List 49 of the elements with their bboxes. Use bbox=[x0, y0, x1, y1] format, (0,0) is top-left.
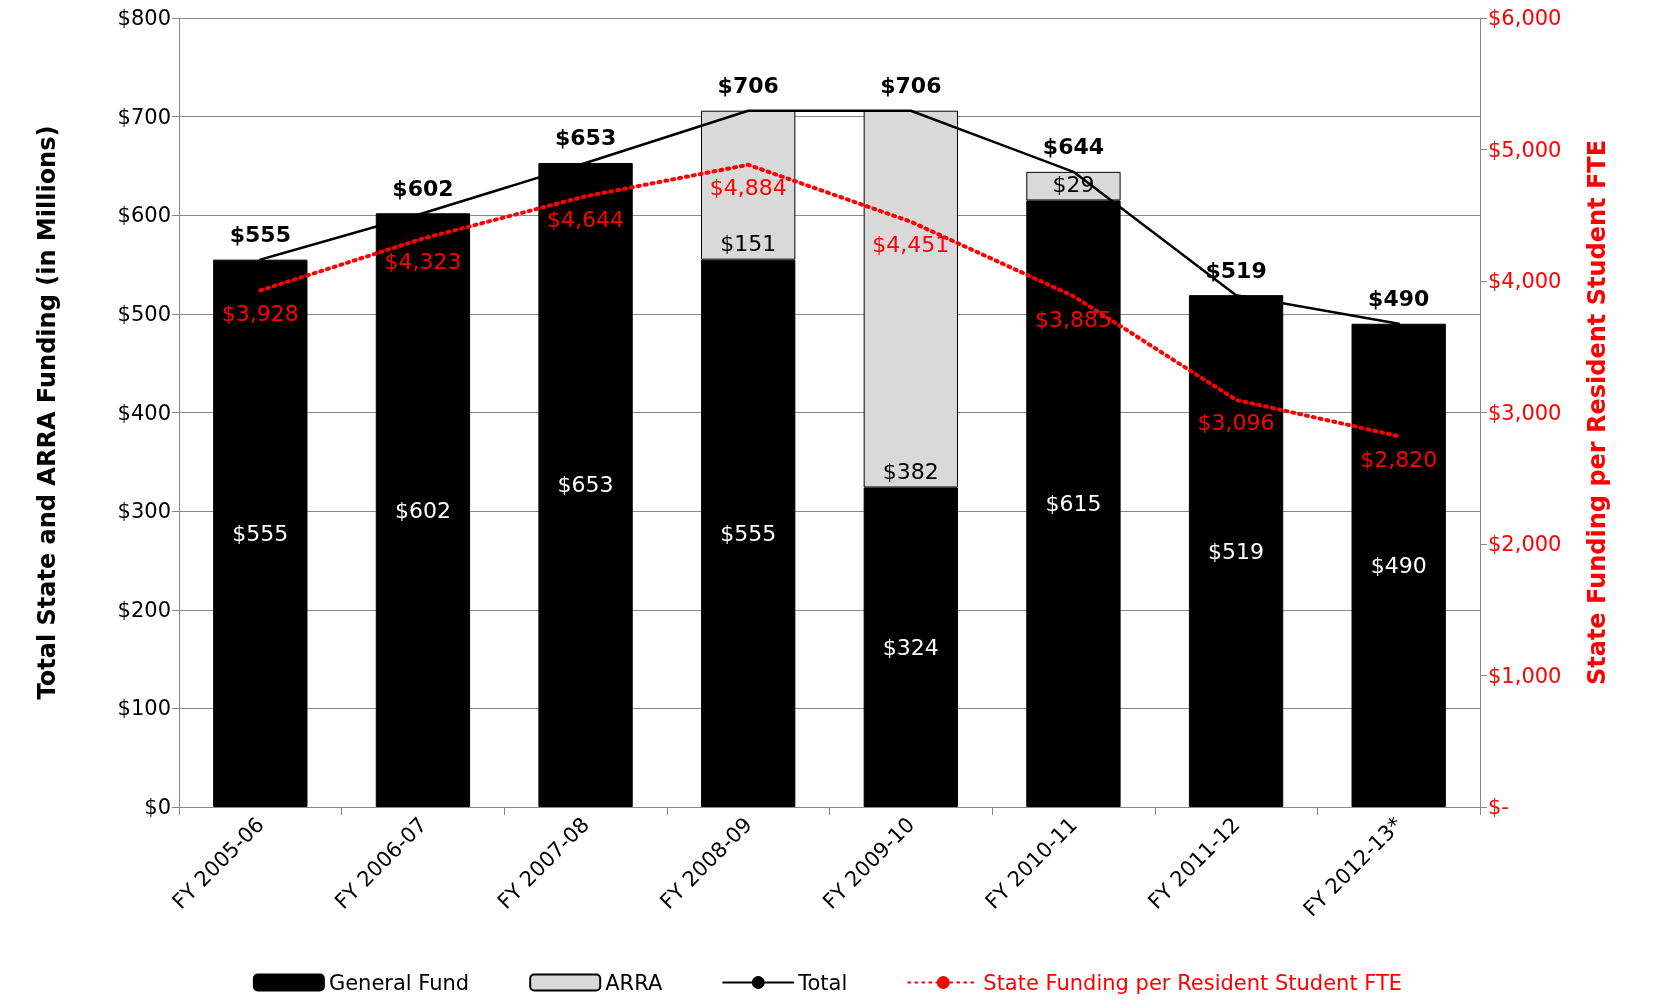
y-tick-label: $0 bbox=[144, 795, 171, 819]
y-tick-label: $200 bbox=[117, 597, 171, 622]
data-label: $151 bbox=[720, 231, 777, 257]
legend-label: General Fund bbox=[328, 970, 470, 995]
y-tick-label: $800 bbox=[117, 6, 171, 30]
data-label: $615 bbox=[1045, 491, 1102, 517]
y-tick-label: $300 bbox=[117, 499, 171, 524]
y2-tick-label: $- bbox=[1488, 795, 1509, 819]
data-label: $602 bbox=[394, 497, 451, 523]
data-label: $324 bbox=[882, 634, 939, 660]
data-label: $555 bbox=[229, 222, 291, 248]
legend-label: ARRA bbox=[605, 970, 663, 995]
data-label: $706 bbox=[717, 73, 779, 99]
y2-tick-label: $6,000 bbox=[1488, 6, 1562, 30]
data-label: $382 bbox=[882, 458, 939, 484]
data-label: $2,820 bbox=[1360, 446, 1438, 472]
data-label: $4,451 bbox=[872, 232, 950, 258]
y2-tick-label: $5,000 bbox=[1488, 137, 1562, 162]
data-label: $706 bbox=[880, 73, 942, 99]
y-tick-label: $400 bbox=[117, 400, 171, 425]
data-label: $555 bbox=[232, 520, 289, 546]
data-label: $4,884 bbox=[709, 175, 787, 201]
data-label: $519 bbox=[1205, 257, 1267, 283]
y2-tick-label: $4,000 bbox=[1488, 269, 1562, 293]
y2-axis-title: State Funding per Resident Student FTE bbox=[1583, 139, 1611, 686]
legend-label: State Funding per Resident Student FTE bbox=[983, 970, 1403, 995]
y2-tick-label: $3,000 bbox=[1488, 400, 1562, 425]
data-label: $4,644 bbox=[547, 206, 625, 232]
data-label: $653 bbox=[557, 472, 614, 498]
data-label: $653 bbox=[554, 125, 617, 151]
y-tick-label: $100 bbox=[117, 696, 171, 721]
data-label: $644 bbox=[1042, 134, 1105, 160]
y2-tick-label: $1,000 bbox=[1488, 663, 1562, 688]
y-axis-title: Total State and ARRA Funding (in Millions) bbox=[33, 125, 61, 700]
data-label: $3,885 bbox=[1034, 306, 1112, 332]
data-label: $3,096 bbox=[1197, 410, 1275, 436]
legend-label: Total bbox=[797, 970, 848, 995]
y-tick-label: $500 bbox=[117, 301, 171, 326]
data-label: $519 bbox=[1208, 538, 1265, 564]
data-label: $3,928 bbox=[221, 300, 299, 326]
data-label: $4,323 bbox=[384, 249, 462, 275]
data-label: $602 bbox=[392, 175, 454, 201]
y-tick-label: $700 bbox=[117, 104, 171, 129]
data-label: $490 bbox=[1370, 552, 1427, 578]
y-tick-label: $600 bbox=[117, 203, 171, 228]
data-label: $490 bbox=[1368, 286, 1430, 312]
data-label: $29 bbox=[1052, 171, 1095, 197]
y2-tick-label: $2,000 bbox=[1488, 532, 1562, 556]
data-label: $555 bbox=[720, 520, 777, 546]
